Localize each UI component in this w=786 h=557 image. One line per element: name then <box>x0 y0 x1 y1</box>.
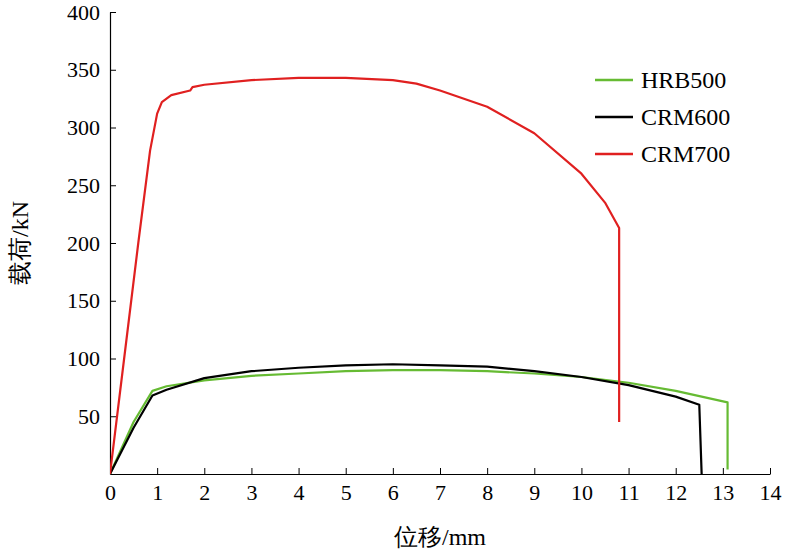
tick-mark <box>581 468 582 474</box>
chart: 0123456789101112131450100150200250300350… <box>0 0 786 557</box>
tick: 1 <box>152 468 163 505</box>
axis-line <box>111 474 771 475</box>
tick: 300 <box>67 115 116 140</box>
x-axis-title: 位移/mm <box>394 524 486 550</box>
tick-mark <box>110 185 116 186</box>
tick-mark <box>629 468 630 474</box>
y-axis: 50 100 150 200 250 300 350 400 <box>67 0 116 474</box>
tick-label: 350 <box>67 57 100 82</box>
tick-label: 13 <box>712 480 734 505</box>
tick-label: 10 <box>571 480 593 505</box>
tick: 200 <box>67 231 116 256</box>
tick-label: 1 <box>152 480 163 505</box>
legend-swatch <box>595 153 633 156</box>
tick-mark <box>723 468 724 474</box>
tick-mark <box>110 128 116 129</box>
tick: 12 <box>665 468 687 505</box>
tick: 150 <box>67 288 116 313</box>
tick-label: 250 <box>67 173 100 198</box>
tick-label: 6 <box>388 480 399 505</box>
tick-label: 8 <box>482 480 493 505</box>
tick-label: 3 <box>246 480 257 505</box>
tick-label: 200 <box>67 231 100 256</box>
tick-label: 0 <box>105 480 116 505</box>
tick: 2 <box>199 468 210 505</box>
tick: 14 <box>760 468 782 505</box>
tick-label: 11 <box>618 480 639 505</box>
tick-label: 4 <box>294 480 305 505</box>
tick-label: 50 <box>78 404 100 429</box>
tick-mark <box>157 468 158 474</box>
legend-label: CRM600 <box>641 104 730 130</box>
tick-mark <box>440 468 441 474</box>
x-axis: 01234567891011121314 <box>105 468 782 505</box>
tick-mark <box>110 301 116 302</box>
tick-mark <box>204 468 205 474</box>
tick: 8 <box>482 468 493 505</box>
series-line <box>110 78 619 474</box>
tick-mark <box>110 243 116 244</box>
tick-label: 7 <box>435 480 446 505</box>
tick: 4 <box>294 468 305 505</box>
tick: 11 <box>618 468 639 505</box>
tick: 100 <box>67 346 116 371</box>
tick-mark <box>110 416 116 417</box>
series-lines <box>110 78 728 474</box>
tick-mark <box>770 468 771 474</box>
tick-mark <box>487 468 488 474</box>
tick: 10 <box>571 468 593 505</box>
legend: HRB500 CRM600 CRM700 <box>595 67 730 167</box>
tick-label: 100 <box>67 346 100 371</box>
tick-mark <box>251 468 252 474</box>
tick-label: 400 <box>67 0 100 25</box>
legend-label: CRM700 <box>641 141 730 167</box>
tick: 50 <box>78 404 116 429</box>
tick-label: 150 <box>67 288 100 313</box>
legend-swatch <box>595 116 633 119</box>
tick-mark <box>110 70 116 71</box>
tick-label: 2 <box>199 480 210 505</box>
plot: 0123456789101112131450100150200250300350… <box>67 0 782 505</box>
tick: 400 <box>67 0 116 25</box>
tick-label: 14 <box>760 480 782 505</box>
tick-label: 12 <box>665 480 687 505</box>
tick: 3 <box>246 468 257 505</box>
tick: 5 <box>341 468 352 505</box>
tick: 9 <box>529 468 540 505</box>
tick-mark <box>393 468 394 474</box>
tick: 7 <box>435 468 446 505</box>
tick: 6 <box>388 468 399 505</box>
tick-mark <box>110 359 116 360</box>
series-line <box>110 364 702 474</box>
tick-label: 9 <box>529 480 540 505</box>
tick: 350 <box>67 57 116 82</box>
tick: 250 <box>67 173 116 198</box>
tick-mark <box>534 468 535 474</box>
legend-swatch <box>595 79 633 82</box>
y-axis-title: 载荷/kN <box>7 201 33 285</box>
tick: 13 <box>712 468 734 505</box>
tick-label: 5 <box>341 480 352 505</box>
tick-mark <box>346 468 347 474</box>
tick-mark <box>299 468 300 474</box>
tick-mark <box>676 468 677 474</box>
tick-label: 300 <box>67 115 100 140</box>
legend-label: HRB500 <box>641 67 726 93</box>
tick-mark <box>110 12 116 13</box>
